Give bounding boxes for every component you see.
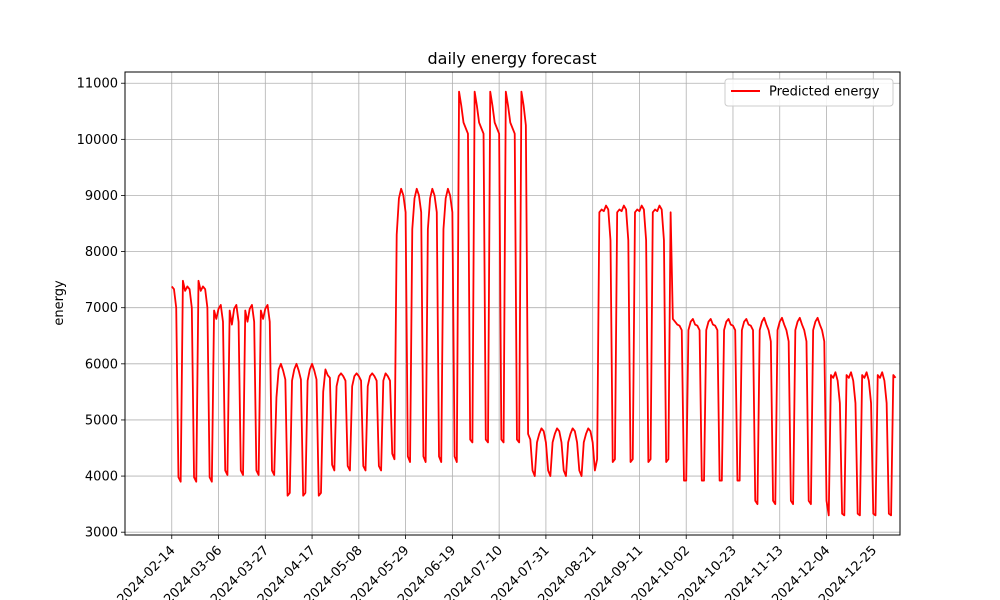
- y-axis-label: energy: [52, 280, 67, 326]
- legend-label: Predicted energy: [769, 85, 880, 100]
- y-tick-label: 11000: [77, 77, 118, 92]
- y-tick-label: 7000: [85, 301, 118, 316]
- y-axis: 3000 4000 5000 6000 7000 8000 9000 10000 11000: [77, 77, 125, 541]
- series-lines: [171, 90, 897, 517]
- plot-frame: [124, 71, 901, 536]
- series-line: [171, 90, 897, 517]
- chart-title: daily energy forecast: [428, 49, 597, 68]
- legend: Predicted energy: [724, 78, 894, 107]
- y-tick-label: 10000: [77, 133, 118, 148]
- legend-box: [724, 78, 894, 107]
- y-tick-label: 3000: [85, 526, 118, 541]
- y-tick-label: 8000: [85, 245, 118, 260]
- y-tick-label: 6000: [85, 357, 118, 372]
- y-tick-label: 5000: [85, 413, 118, 428]
- y-tick-label: 4000: [85, 470, 118, 485]
- y-tick-label: 9000: [85, 189, 118, 204]
